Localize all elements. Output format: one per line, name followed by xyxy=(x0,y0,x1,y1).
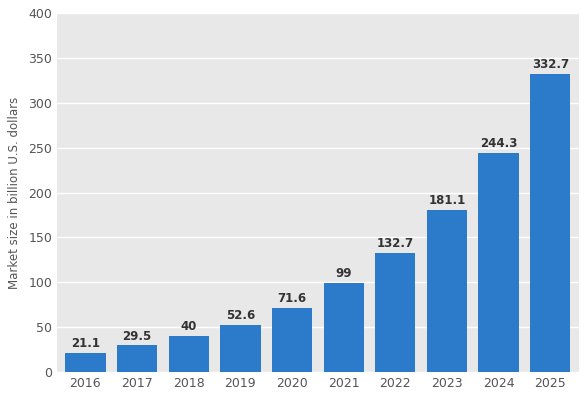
Y-axis label: Market size in billion U.S. dollars: Market size in billion U.S. dollars xyxy=(8,96,21,289)
Text: 71.6: 71.6 xyxy=(278,292,306,305)
Text: 332.7: 332.7 xyxy=(532,58,569,71)
Bar xyxy=(530,74,571,372)
Text: 132.7: 132.7 xyxy=(377,237,414,250)
Bar xyxy=(427,209,467,372)
Bar xyxy=(117,345,157,372)
Text: 52.6: 52.6 xyxy=(226,309,255,322)
Bar xyxy=(478,153,519,372)
Text: 21.1: 21.1 xyxy=(71,337,100,350)
Text: 29.5: 29.5 xyxy=(123,330,151,343)
Bar xyxy=(272,308,312,372)
Bar xyxy=(323,283,364,372)
Bar xyxy=(65,353,106,372)
Text: 99: 99 xyxy=(335,267,352,281)
Bar xyxy=(375,253,416,372)
Text: 181.1: 181.1 xyxy=(429,194,465,207)
Text: 40: 40 xyxy=(181,320,197,333)
Text: 244.3: 244.3 xyxy=(480,137,517,150)
Bar xyxy=(168,336,209,372)
Bar xyxy=(220,325,261,372)
